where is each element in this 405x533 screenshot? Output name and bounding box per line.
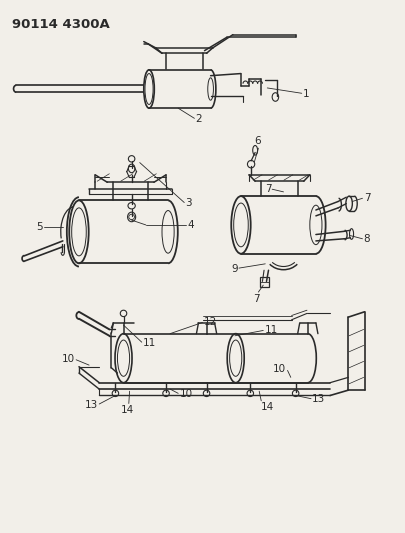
Text: 2: 2	[196, 114, 202, 124]
Text: 4: 4	[187, 221, 194, 230]
Ellipse shape	[69, 200, 89, 263]
Text: 10: 10	[62, 354, 75, 364]
Ellipse shape	[227, 334, 244, 383]
Ellipse shape	[231, 196, 251, 254]
Text: 90114 4300A: 90114 4300A	[12, 18, 110, 30]
Text: 11: 11	[264, 326, 278, 335]
Text: 10: 10	[179, 389, 192, 399]
Text: 7: 7	[265, 184, 271, 194]
Bar	[260, 277, 269, 287]
Text: 13: 13	[312, 394, 326, 404]
Text: 11: 11	[143, 338, 156, 348]
Text: 14: 14	[121, 405, 134, 415]
Text: 13: 13	[85, 400, 98, 409]
Text: 9: 9	[231, 264, 238, 273]
Text: 10: 10	[273, 364, 286, 374]
Text: 7: 7	[364, 193, 370, 203]
Text: 7: 7	[253, 294, 260, 304]
Ellipse shape	[144, 70, 154, 108]
Text: 8: 8	[364, 235, 370, 244]
Text: 14: 14	[261, 402, 275, 412]
Text: 5: 5	[36, 222, 43, 231]
Text: 6: 6	[254, 135, 260, 146]
Text: 3: 3	[185, 198, 192, 208]
Text: 1: 1	[303, 89, 309, 99]
Text: 12: 12	[204, 317, 217, 327]
Ellipse shape	[115, 334, 132, 383]
